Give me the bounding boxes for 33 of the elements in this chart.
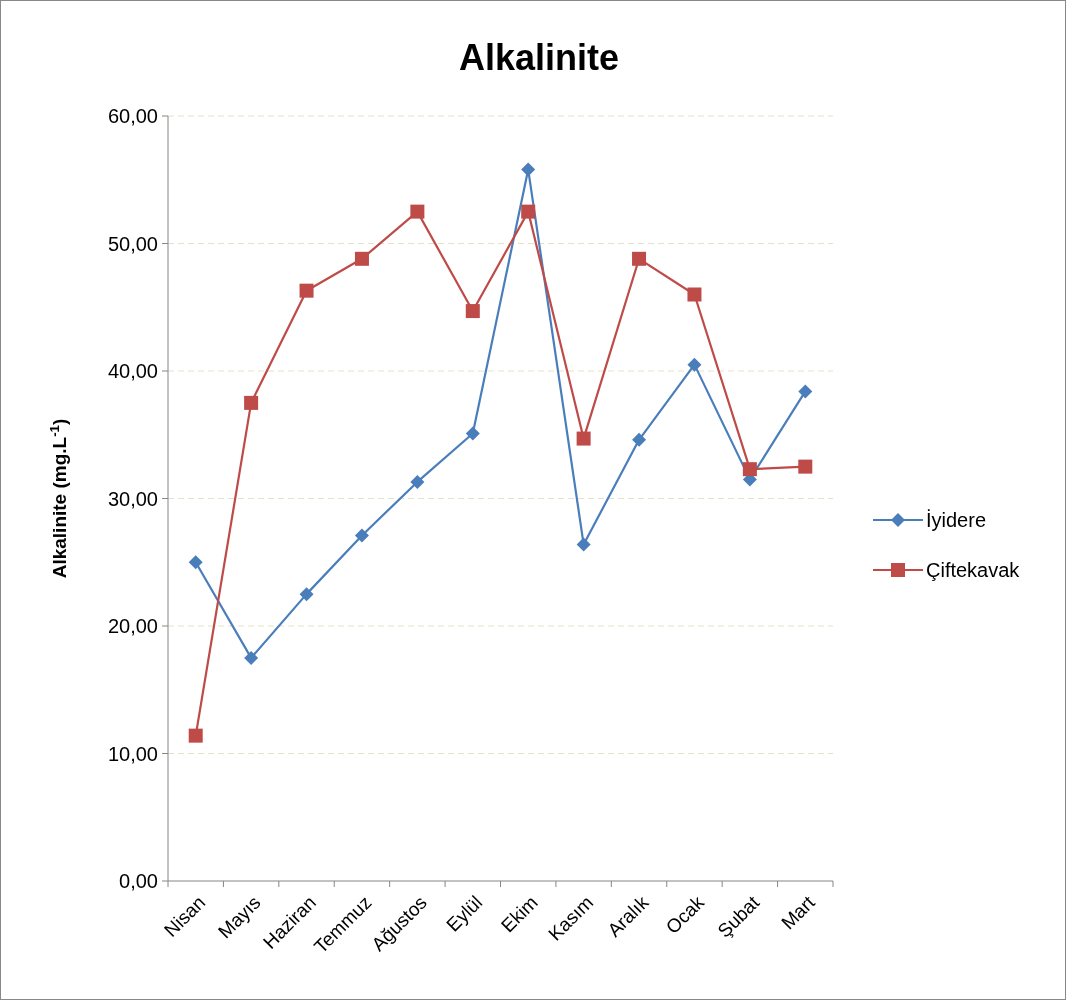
point — [410, 474, 425, 489]
point — [410, 204, 425, 219]
legend-label: Çiftekavak — [926, 559, 1021, 581]
legend-label: İyidere — [926, 509, 987, 531]
point — [354, 251, 369, 266]
point — [188, 728, 203, 743]
point — [576, 431, 591, 446]
y-tick-label: 60,00 — [107, 105, 158, 127]
point — [632, 432, 647, 447]
point — [798, 459, 813, 474]
y-tick-label: 10,00 — [107, 742, 158, 765]
y-tick-label: 20,00 — [107, 615, 158, 637]
point — [798, 384, 813, 399]
point — [465, 426, 480, 441]
point — [465, 304, 480, 319]
point — [632, 251, 647, 266]
point — [521, 204, 536, 219]
point — [521, 162, 536, 177]
y-tick-label: 50,00 — [107, 232, 158, 255]
point — [244, 650, 259, 665]
y-tick-label: 40,00 — [107, 360, 158, 382]
y-tick-label: 0,00 — [119, 870, 158, 892]
point — [687, 357, 702, 372]
point — [742, 462, 757, 477]
point — [244, 395, 259, 410]
point — [299, 587, 314, 602]
point — [188, 555, 203, 570]
point — [576, 537, 591, 552]
point — [299, 283, 314, 298]
y-tick-label: 30,00 — [107, 487, 158, 510]
point — [354, 528, 369, 543]
point — [687, 287, 702, 302]
chart-title: Alkalinite — [458, 37, 620, 78]
